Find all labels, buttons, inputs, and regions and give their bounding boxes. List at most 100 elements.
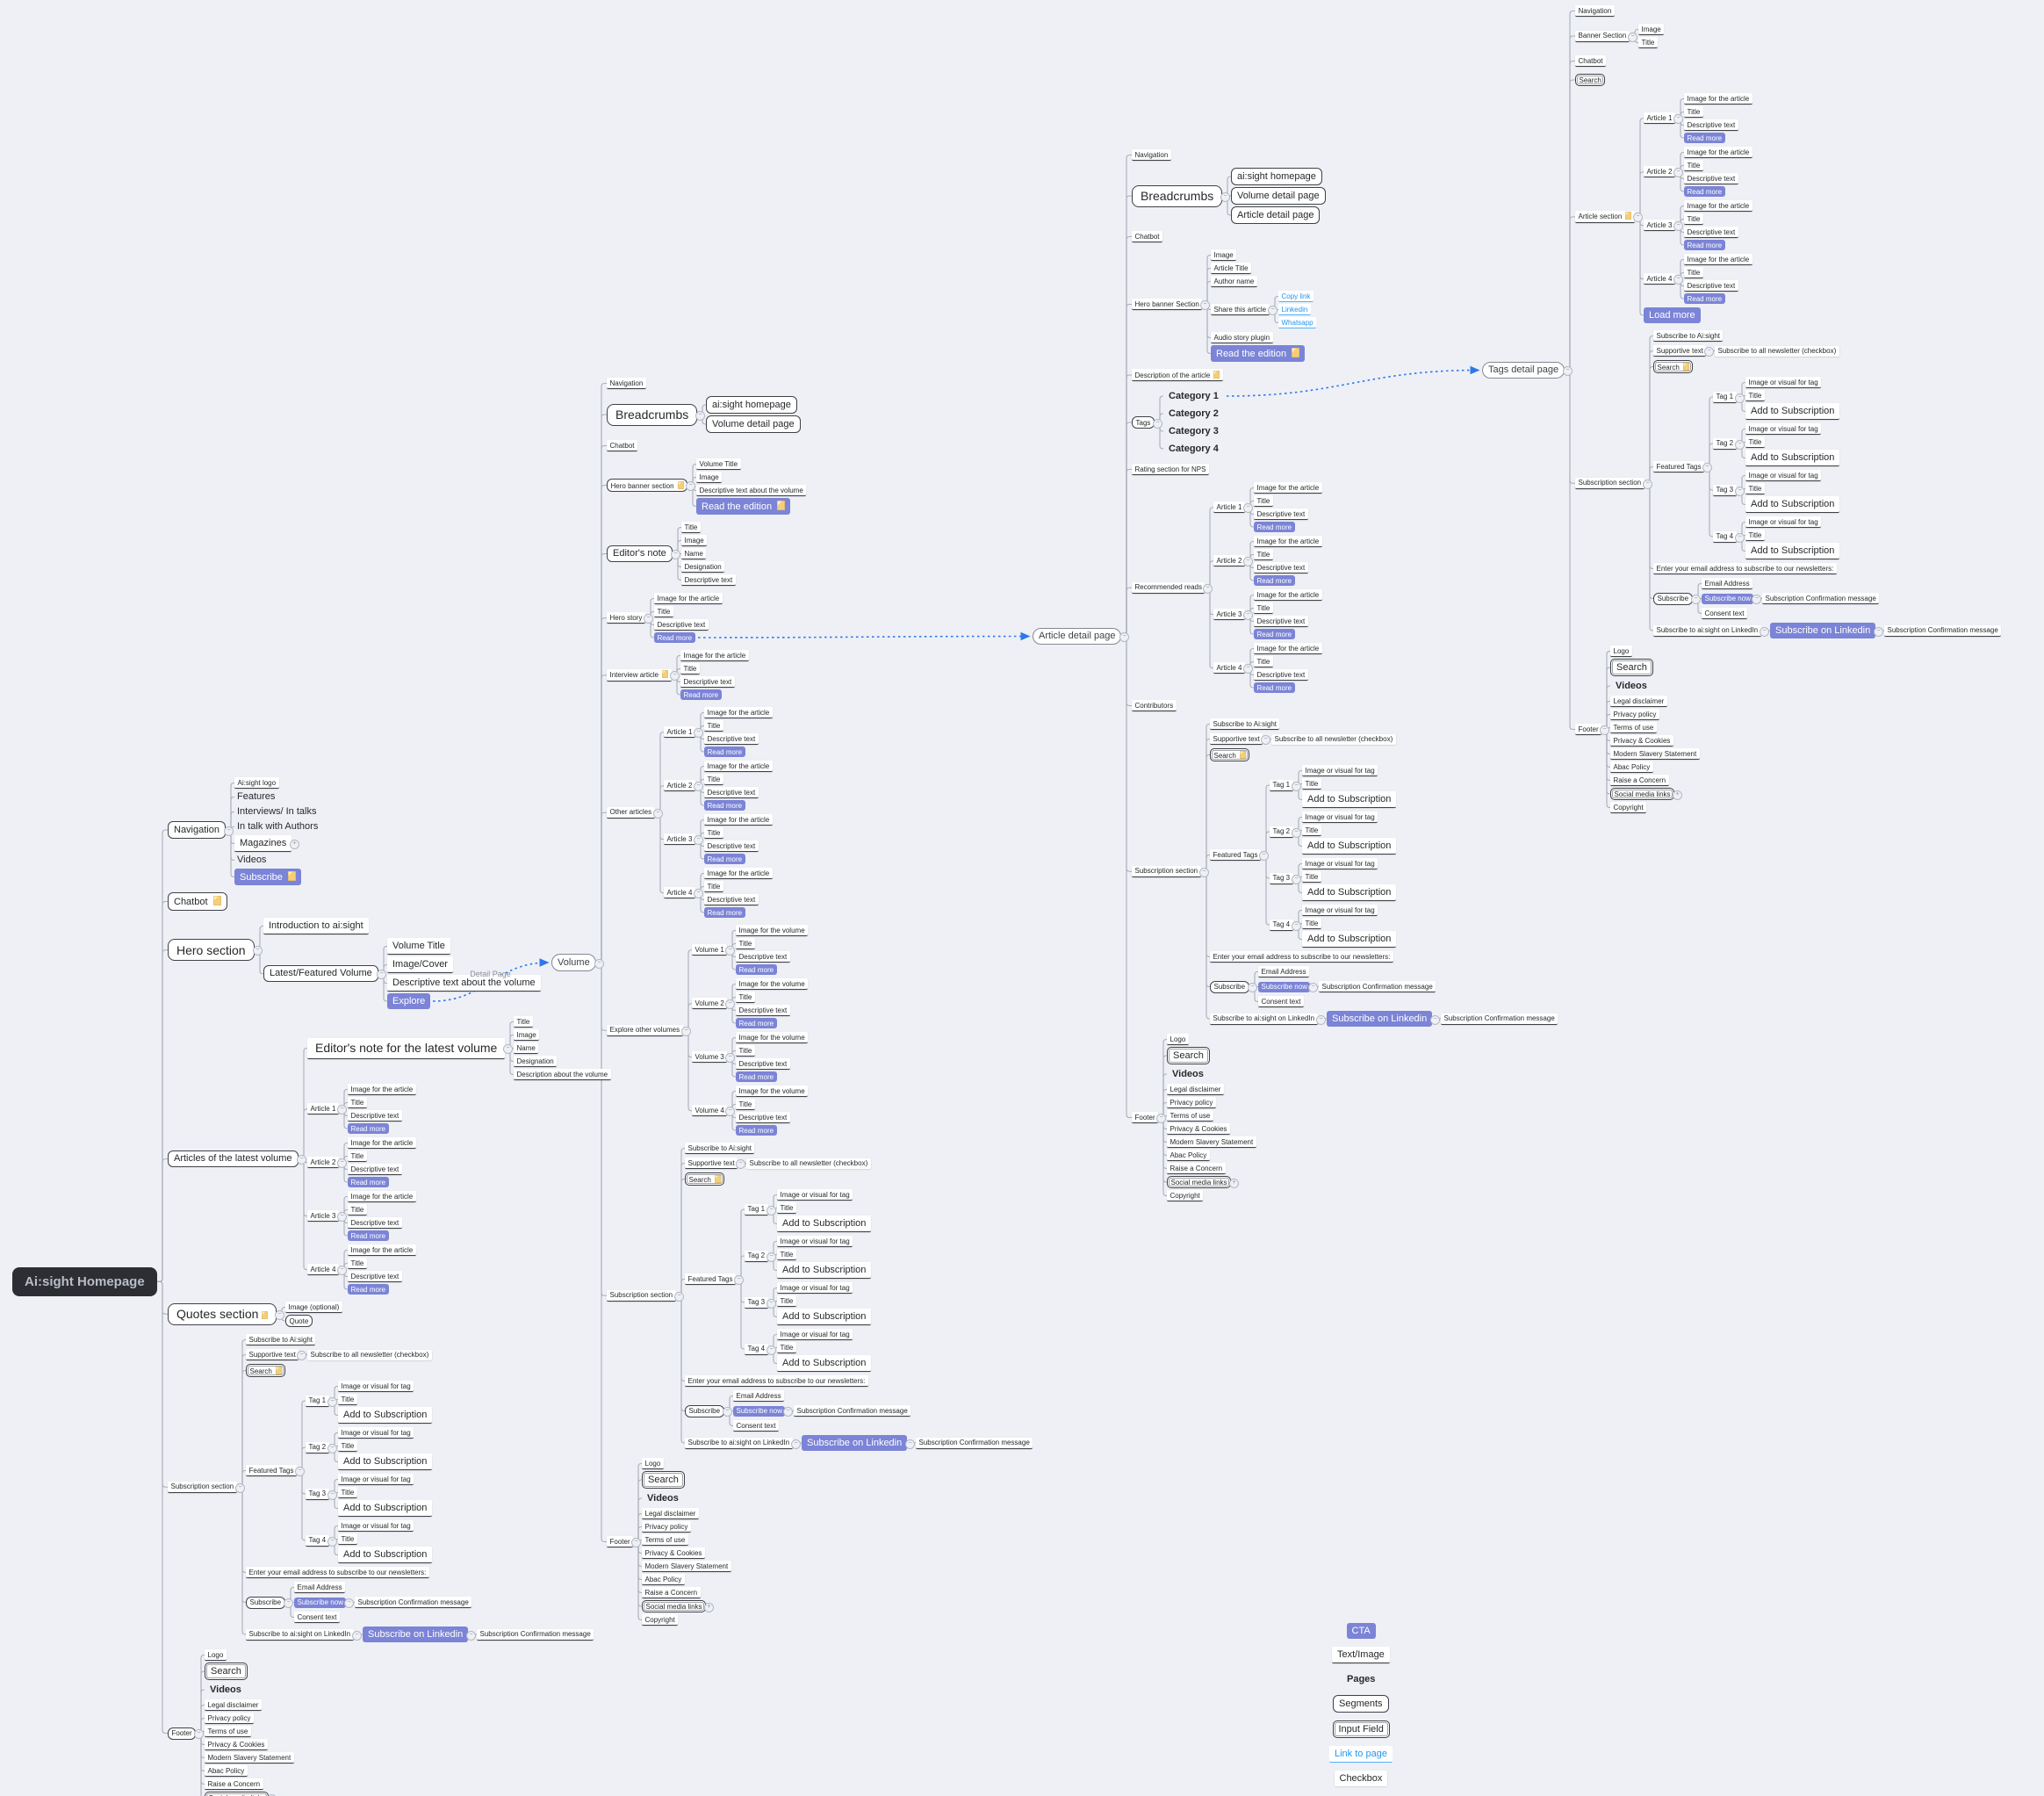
title-item[interactable]: Title [1302, 918, 1321, 930]
title-item[interactable]: Title [654, 606, 673, 618]
image-for-the-volume-item[interactable]: Image for the volume [736, 1032, 809, 1044]
collapse-icon[interactable]: − [725, 946, 735, 956]
subscription-confirmation-message-item[interactable]: Subscription Confirmation message [355, 1597, 472, 1609]
videos-nav-item[interactable]: Videos [234, 854, 269, 867]
title-item[interactable]: Title [777, 1249, 796, 1261]
image-or-visual-for-tag-item[interactable]: Image or visual for tag [1302, 811, 1378, 824]
collapse-icon[interactable]: − [766, 1205, 776, 1215]
collapse-icon[interactable]: − [1673, 168, 1683, 178]
social-media-links-input[interactable]: Social media links [1610, 788, 1675, 801]
descriptive-text-about-the-volume-item[interactable]: Descriptive text about the volume [696, 485, 807, 497]
legend-text-image[interactable]: Text/Image [1332, 1647, 1390, 1663]
title-item[interactable]: Title [1254, 656, 1273, 668]
collapse-icon[interactable]: − [1261, 735, 1270, 745]
image-for-the-volume-item[interactable]: Image for the volume [736, 1086, 809, 1098]
collapse-icon[interactable]: − [295, 1467, 305, 1476]
subscribe-now-button[interactable]: Subscribe now [1702, 593, 1754, 604]
title-item[interactable]: Title [348, 1204, 367, 1216]
tag-1-item[interactable]: Tag 1 [1270, 779, 1293, 791]
subscription-section-item[interactable]: Subscription section [1575, 477, 1645, 489]
load-more-button[interactable]: Load more [1644, 307, 1701, 323]
subscribe-to-ai-sight-on-linkedin-item[interactable]: Subscribe to ai:sight on LinkedIn [1653, 624, 1761, 637]
footer-item[interactable]: Footer [607, 1536, 634, 1548]
terms-of-use-item[interactable]: Terms of use [1167, 1110, 1213, 1122]
collapse-icon[interactable]: − [1243, 664, 1253, 674]
tag-4-item[interactable]: Tag 4 [745, 1343, 768, 1355]
subscribe-to-ai-sight-item[interactable]: Subscribe to Ai:sight [1653, 330, 1724, 343]
search-input[interactable]: Search [1167, 1047, 1210, 1064]
subscribe-to-ai-sight-item[interactable]: Subscribe to Ai:sight [246, 1334, 316, 1346]
subscribe-to-ai-sight-item[interactable]: Subscribe to Ai:sight [685, 1143, 755, 1155]
collapse-icon[interactable]: − [253, 946, 263, 956]
hero-banner-section-item[interactable]: Hero banner Section [1132, 299, 1203, 311]
footer-item[interactable]: Footer [1575, 724, 1602, 736]
title-item[interactable]: Title [1745, 436, 1765, 449]
read-more-button[interactable]: Read more [1684, 133, 1725, 144]
add-to-subscription-item[interactable]: Add to Subscription [777, 1309, 872, 1325]
image-or-visual-for-tag-item[interactable]: Image or visual for tag [1745, 423, 1822, 436]
image-cover-item[interactable]: Image/Cover [387, 956, 453, 973]
abac-policy-item[interactable]: Abac Policy [1610, 761, 1653, 774]
subscribe-now-button[interactable]: Subscribe now [733, 1405, 786, 1417]
title-item[interactable]: Title [1684, 160, 1703, 172]
collapse-icon[interactable]: − [670, 671, 680, 682]
subscribe-section-node[interactable]: Subscribe [685, 1404, 724, 1417]
title-item[interactable]: Title [1302, 825, 1321, 837]
collapse-icon[interactable]: − [1643, 479, 1652, 489]
collapse-icon[interactable]: − [1760, 626, 1769, 637]
descriptive-text-item[interactable]: Descriptive text [1684, 227, 1738, 239]
subscription-confirmation-message-item[interactable]: Subscription Confirmation message [1884, 624, 2002, 637]
share-this-article-item[interactable]: Share this article [1211, 304, 1270, 316]
collapse-icon[interactable]: − [1430, 1014, 1440, 1025]
tag-4-item[interactable]: Tag 4 [1713, 530, 1737, 543]
title-item[interactable]: Title [1745, 390, 1765, 402]
add-to-subscription-item[interactable]: Add to Subscription [1302, 791, 1397, 808]
title-item[interactable]: Title [338, 1533, 357, 1546]
legend-link-to-page[interactable]: Link to page [1329, 1746, 1393, 1763]
read-more-button[interactable]: Read more [736, 1018, 777, 1029]
expand-icon[interactable]: + [290, 840, 299, 849]
designation-item[interactable]: Designation [681, 561, 725, 573]
title-item[interactable]: Title [348, 1150, 367, 1163]
read-more-button[interactable]: Read more [348, 1230, 389, 1242]
subscription-confirmation-message-item[interactable]: Subscription Confirmation message [477, 1628, 594, 1641]
subscribe-on-linkedin-button[interactable]: Subscribe on Linkedin [363, 1626, 469, 1642]
add-to-subscription-item[interactable]: Add to Subscription [1302, 838, 1397, 855]
image-for-the-article-item[interactable]: Image for the article [1254, 643, 1322, 655]
descriptive-text-item[interactable]: Descriptive text [348, 1164, 402, 1176]
logo-item[interactable]: Logo [1167, 1034, 1189, 1046]
tag-2-item[interactable]: Tag 2 [1713, 437, 1737, 450]
article-4-item[interactable]: Article 4 [1213, 662, 1245, 674]
navigation-item[interactable]: Navigation [607, 378, 646, 390]
article-2-item[interactable]: Article 2 [1644, 166, 1675, 178]
subscribe-to-ai-sight-item[interactable]: Subscribe to Ai:sight [1210, 718, 1280, 731]
tag-1-item[interactable]: Tag 1 [745, 1203, 768, 1215]
image-for-the-article-item[interactable]: Image for the article [348, 1191, 416, 1203]
read-more-button[interactable]: Read more [704, 907, 745, 919]
subscription-confirmation-message-item[interactable]: Subscription Confirmation message [1319, 981, 1436, 993]
read-more-button[interactable]: Read more [704, 747, 745, 758]
image-or-visual-for-tag-item[interactable]: Image or visual for tag [777, 1282, 853, 1295]
audio-story-plugin-item[interactable]: Audio story plugin [1211, 332, 1273, 344]
collapse-icon[interactable]: − [695, 410, 705, 421]
descriptive-text-about-the-volume-item[interactable]: Descriptive text about the volume [387, 975, 541, 992]
description-about-the-volume-item[interactable]: Description about the volume [514, 1069, 611, 1081]
copy-link-link[interactable]: Copy link [1278, 291, 1313, 303]
collapse-icon[interactable]: − [1119, 632, 1129, 642]
descriptive-text-item[interactable]: Descriptive text [736, 1005, 790, 1017]
enter-your-email-address-to-subscribe-to-our-newsletters-item[interactable]: Enter your email address to subscribe to… [685, 1375, 868, 1388]
abac-policy-item[interactable]: Abac Policy [205, 1765, 248, 1778]
legal-disclaimer-item[interactable]: Legal disclaimer [642, 1508, 699, 1520]
subscribe-button[interactable]: Subscribe [234, 869, 301, 885]
copyright-item[interactable]: Copyright [642, 1614, 679, 1626]
title-item[interactable]: Title [736, 992, 755, 1004]
chatbot-item[interactable]: Chatbot [607, 440, 638, 452]
image-or-visual-for-tag-item[interactable]: Image or visual for tag [338, 1520, 414, 1533]
article-1-item[interactable]: Article 1 [1213, 501, 1245, 514]
expand-icon[interactable]: + [1673, 790, 1682, 800]
title-item[interactable]: Title [777, 1342, 796, 1354]
article-3-item[interactable]: Article 3 [1213, 609, 1245, 621]
ai-sight-homepage-section-node[interactable]: ai:sight homepage [706, 396, 797, 414]
descriptive-text-item[interactable]: Descriptive text [1684, 173, 1738, 185]
add-to-subscription-item[interactable]: Add to Subscription [338, 1453, 433, 1470]
